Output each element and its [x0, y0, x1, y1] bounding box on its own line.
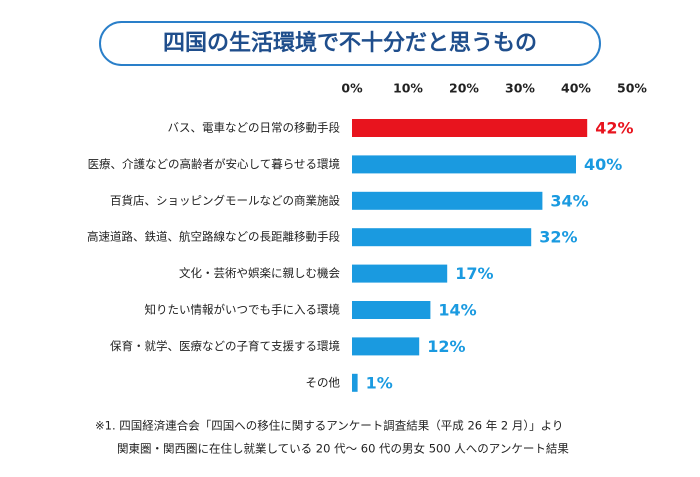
bar: [352, 373, 358, 392]
x-tick-label: 10%: [393, 81, 423, 96]
bar: [352, 301, 431, 319]
category-label: 医療、介護などの高齢者が安心して暮らせる環境: [88, 157, 340, 171]
bar: [352, 191, 543, 210]
x-tick-label: 20%: [449, 81, 479, 96]
bar: [352, 119, 588, 137]
value-label: 14%: [438, 301, 476, 320]
x-tick-label: 0%: [341, 81, 363, 96]
category-label: 高速道路、鉄道、航空路線などの長距離移動手段: [87, 230, 340, 244]
bar: [352, 228, 532, 247]
bar: [352, 155, 576, 174]
category-label: 百貨店、ショッピングモールなどの商業施設: [110, 193, 340, 207]
category-label: 保育・就学、医療などの子育て支援する環境: [110, 339, 340, 353]
x-tick-label: 40%: [561, 81, 591, 96]
value-label: 17%: [455, 264, 493, 283]
value-label: 42%: [595, 119, 633, 138]
value-label: 12%: [427, 337, 465, 356]
bar: [352, 264, 448, 283]
category-label: 知りたい情報がいつでも手に入る環境: [145, 303, 341, 317]
bar: [352, 337, 420, 356]
category-label: バス、電車などの日常の移動手段: [168, 121, 341, 135]
footnote: 関東圏・関西圏に在住し就業している 20 代～ 60 代の男女 500 人へのア…: [117, 442, 569, 456]
x-tick-label: 50%: [617, 81, 647, 96]
value-label: 1%: [366, 373, 393, 392]
x-tick-label: 30%: [505, 81, 535, 96]
footnote: ※1. 四国経済連合会「四国への移住に関するアンケート調査結果（平成 26 年 …: [95, 419, 563, 433]
value-label: 40%: [584, 155, 622, 174]
category-label: その他: [306, 375, 341, 389]
category-label: 文化・芸術や娯楽に親しむ機会: [179, 266, 340, 280]
chart-title: 四国の生活環境で不十分だと思うもの: [163, 30, 537, 56]
value-label: 32%: [539, 228, 577, 247]
title-frame: [99, 21, 601, 66]
value-label: 34%: [550, 191, 588, 210]
